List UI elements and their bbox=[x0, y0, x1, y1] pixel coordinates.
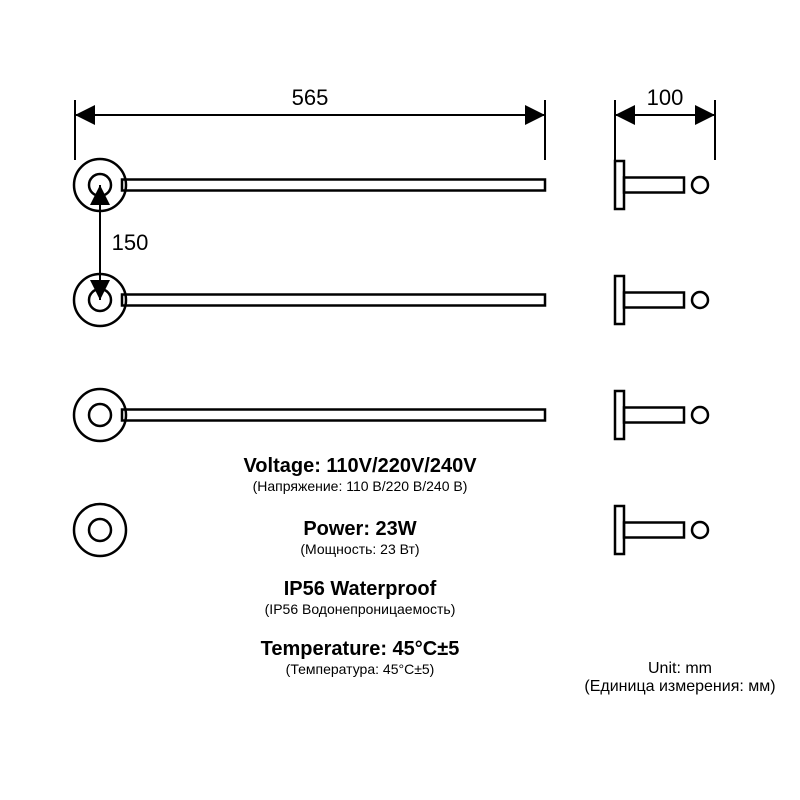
front-row-3 bbox=[74, 389, 545, 441]
front-row-4 bbox=[74, 504, 126, 556]
spec-power-sub: (Мощность: 23 Вт) bbox=[180, 541, 540, 557]
side-row-2 bbox=[615, 276, 708, 324]
spec-temp-main: Temperature: 45°C±5 bbox=[180, 638, 540, 661]
spec-ip-main: IP56 Waterproof bbox=[180, 578, 540, 601]
front-row-1 bbox=[74, 159, 545, 211]
spec-power-main: Power: 23W bbox=[180, 518, 540, 541]
side-row-3 bbox=[615, 391, 708, 439]
unit-sub: (Единица измерения: мм) bbox=[570, 678, 790, 696]
spec-power: Power: 23W (Мощность: 23 Вт) bbox=[180, 518, 540, 557]
spec-voltage-main: Voltage: 110V/220V/240V bbox=[180, 455, 540, 478]
spec-temp: Temperature: 45°C±5 (Температура: 45°C±5… bbox=[180, 638, 540, 677]
spec-voltage: Voltage: 110V/220V/240V (Напряжение: 110… bbox=[180, 455, 540, 494]
dim-depth: 100 bbox=[615, 85, 715, 160]
unit-main: Unit: mm bbox=[570, 660, 790, 678]
spec-temp-sub: (Температура: 45°C±5) bbox=[180, 661, 540, 677]
dim-width: 565 bbox=[75, 85, 545, 160]
front-row-2 bbox=[74, 274, 545, 326]
side-row-4 bbox=[615, 506, 708, 554]
spec-voltage-sub: (Напряжение: 110 В/220 В/240 В) bbox=[180, 478, 540, 494]
side-row-1 bbox=[615, 161, 708, 209]
dim-depth-label: 100 bbox=[647, 85, 684, 110]
unit-block: Unit: mm (Единица измерения: мм) bbox=[570, 660, 790, 696]
spec-ip: IP56 Waterproof (IP56 Водонепроницаемост… bbox=[180, 578, 540, 617]
spec-ip-sub: (IP56 Водонепроницаемость) bbox=[180, 601, 540, 617]
dim-width-label: 565 bbox=[292, 85, 329, 110]
dim-height: 150 bbox=[100, 185, 148, 300]
dim-height-label: 150 bbox=[112, 230, 149, 255]
